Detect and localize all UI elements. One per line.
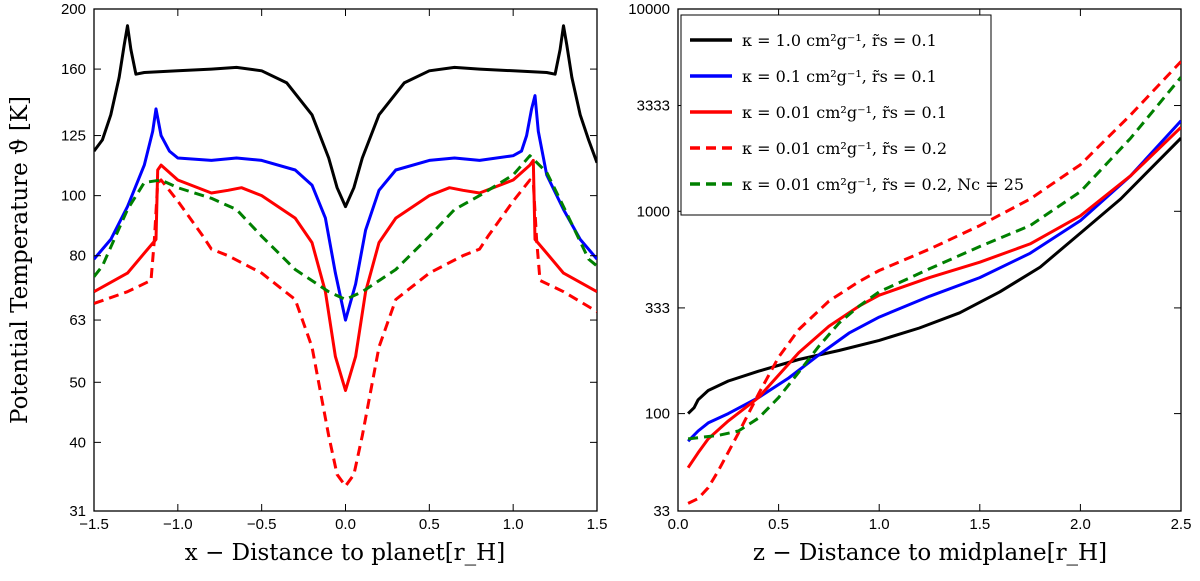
left-xlabel: x − Distance to planet[r_H] (185, 540, 505, 566)
legend: κ = 1.0 cm²g⁻¹, r̃s = 0.1 κ = 0.1 cm²g⁻¹,… (680, 14, 1024, 216)
right-series-line-4 (687, 60, 1181, 505)
legend-frame (680, 14, 992, 216)
right-series-line-1 (687, 137, 1181, 415)
left-xtick-label: 1.5 (587, 516, 608, 533)
right-panel: 0.0 0.5 1.0 1.5 2.0 2.5 33 100 333 1000 3333 10000… (628, 1, 1191, 566)
right-ytick-label: 100 (645, 406, 670, 423)
left-ytick-label: 200 (61, 1, 86, 18)
left-ytick-label: 80 (69, 248, 86, 265)
left-series-line-1 (94, 24, 597, 209)
legend-entry-5: κ = 0.01 cm²g⁻¹, r̃s = 0.2, Nc = 25 (742, 175, 1024, 194)
right-xtick-label: 1.5 (969, 516, 990, 533)
left-panel: −1.5 −1.0 −0.5 0.0 0.5 1.0 1.5 31 40 50 63 80 100 12… (7, 1, 607, 566)
legend-entry-1: κ = 1.0 cm²g⁻¹, r̃s = 0.1 (742, 31, 937, 50)
right-ytick-label: 333 (645, 300, 670, 317)
legend-entry-3: κ = 0.01 cm²g⁻¹, r̃s = 0.1 (742, 103, 947, 122)
left-ytick-label: 50 (69, 374, 86, 391)
left-ytick-label: 31 (69, 503, 86, 520)
left-series-layer (94, 24, 597, 488)
legend-entry-4: κ = 0.01 cm²g⁻¹, r̃s = 0.2 (742, 139, 947, 158)
left-ytick-label: 125 (61, 128, 86, 145)
left-ytick-label: 100 (61, 188, 86, 205)
left-xtick-label: −1.0 (163, 516, 193, 533)
left-series-line-5 (94, 154, 597, 301)
right-y-ticks: 33 100 333 1000 3333 10000 (628, 1, 1181, 520)
left-series-line-2 (94, 94, 597, 322)
right-series-line-3 (686, 126, 1181, 469)
left-xtick-label: −0.5 (247, 516, 277, 533)
right-xtick-label: 0.5 (768, 516, 789, 533)
right-xtick-label: 2.5 (1171, 516, 1192, 533)
right-x-ticks: 0.0 0.5 1.0 1.5 2.0 2.5 (668, 9, 1192, 533)
left-series-line-4 (94, 178, 597, 488)
right-series-line-5 (687, 76, 1181, 441)
left-ytick-label: 63 (69, 312, 86, 329)
left-plot-frame (93, 8, 598, 512)
right-ytick-label: 3333 (637, 98, 670, 115)
right-xtick-label: 2.0 (1070, 516, 1091, 533)
right-series-line-2 (687, 119, 1181, 443)
left-ytick-label: 160 (61, 61, 86, 78)
left-ylabel: Potential Temperature ϑ [K] (7, 96, 33, 424)
left-xtick-label: −1.5 (79, 516, 109, 533)
right-xtick-label: 1.0 (869, 516, 890, 533)
right-ytick-label: 10000 (628, 1, 670, 18)
right-ytick-label: 33 (653, 503, 670, 520)
left-y-ticks: 31 40 50 63 80 100 125 160 200 (61, 1, 597, 520)
left-xtick-label: 0.5 (419, 516, 440, 533)
right-series-layer (686, 60, 1181, 505)
left-x-ticks: −1.5 −1.0 −0.5 0.0 0.5 1.0 1.5 (79, 9, 607, 533)
right-ytick-label: 1000 (637, 203, 670, 220)
left-xtick-label: 1.0 (503, 516, 524, 533)
right-xtick-label: 0.0 (668, 516, 689, 533)
left-xtick-label: 0.0 (335, 516, 356, 533)
left-series-line-3 (94, 158, 597, 392)
legend-entry-2: κ = 0.1 cm²g⁻¹, r̃s = 0.1 (742, 67, 937, 86)
right-xlabel: z − Distance to midplane[r_H] (753, 540, 1107, 566)
left-ytick-label: 40 (69, 434, 86, 451)
